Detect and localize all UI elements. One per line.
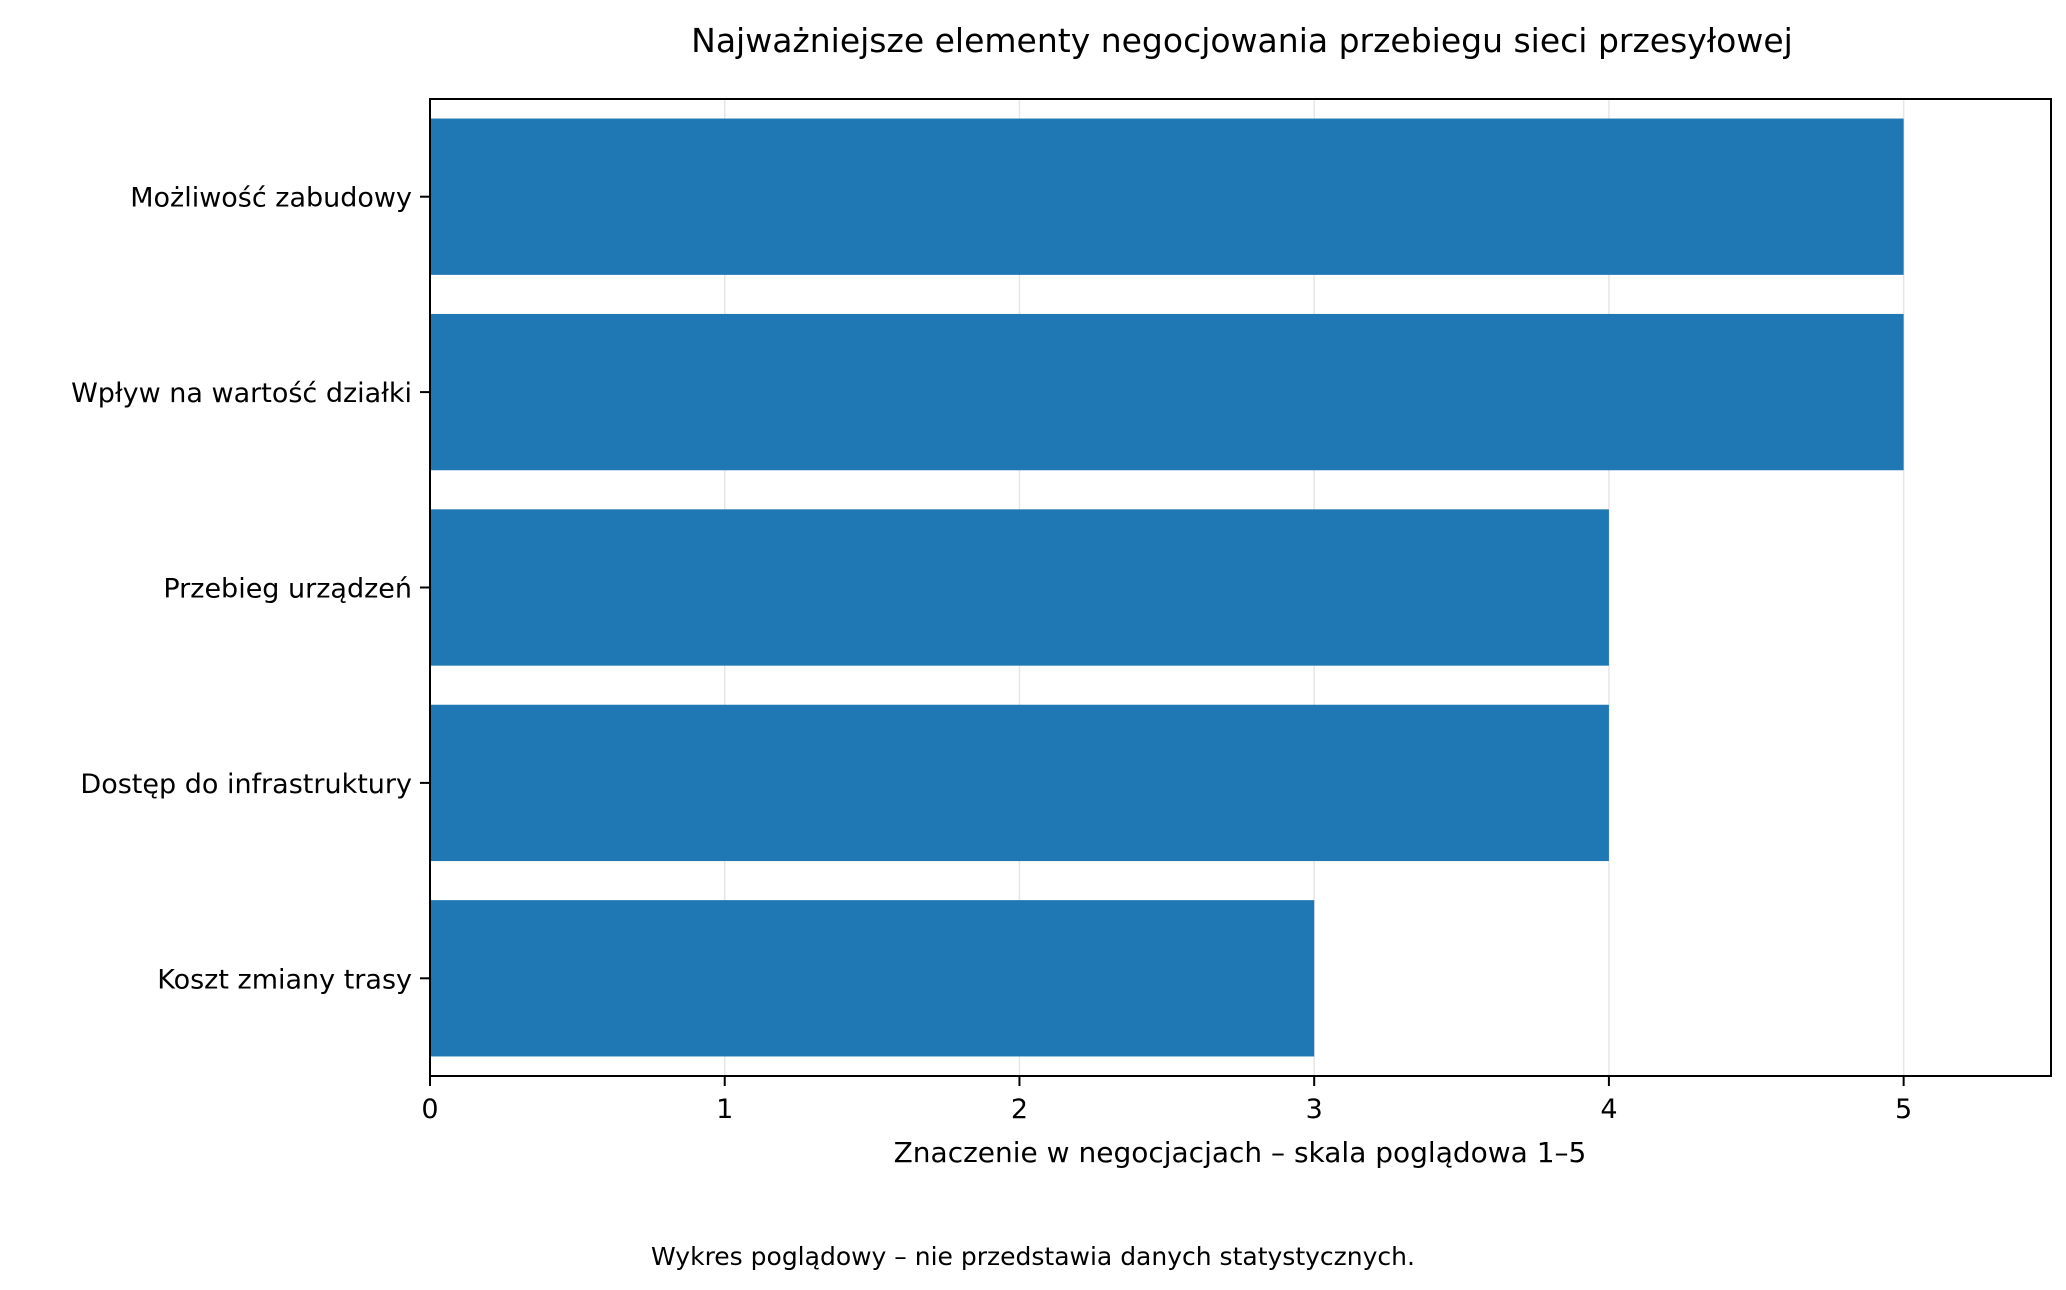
y-tick-label-0: Możliwość zabudowy <box>130 183 412 214</box>
bar-1 <box>430 313 1904 471</box>
x-tick-label-1: 1 <box>716 1094 733 1125</box>
bar-0 <box>430 118 1904 275</box>
bar-3 <box>430 704 1609 862</box>
bar-4 <box>430 900 1315 1057</box>
footnote: Wykres poglądowy – nie przedstawia danyc… <box>651 1242 1415 1271</box>
bar-2 <box>430 509 1609 666</box>
x-axis-label: Znaczenie w negocjacjach – skala poglądo… <box>894 1136 1587 1169</box>
x-tick-label-3: 3 <box>1306 1094 1323 1125</box>
y-tick-label-1: Wpływ na wartość działki <box>71 378 412 409</box>
x-tick-label-0: 0 <box>421 1094 438 1125</box>
x-axis-ticks: 0 1 2 3 4 5 <box>421 1076 1912 1125</box>
chart-title: Najważniejsze elementy negocjowania prze… <box>691 21 1793 60</box>
y-axis-ticks: Możliwość zabudowy Wpływ na wartość dział… <box>71 183 430 995</box>
y-tick-label-3: Dostęp do infrastruktury <box>80 769 412 800</box>
x-tick-label-2: 2 <box>1011 1094 1028 1125</box>
x-tick-label-5: 5 <box>1895 1094 1912 1125</box>
bars <box>430 118 1904 1057</box>
y-tick-label-4: Koszt zmiany trasy <box>157 964 412 995</box>
y-tick-label-2: Przebieg urządzeń <box>163 574 412 605</box>
x-tick-label-4: 4 <box>1600 1094 1617 1125</box>
